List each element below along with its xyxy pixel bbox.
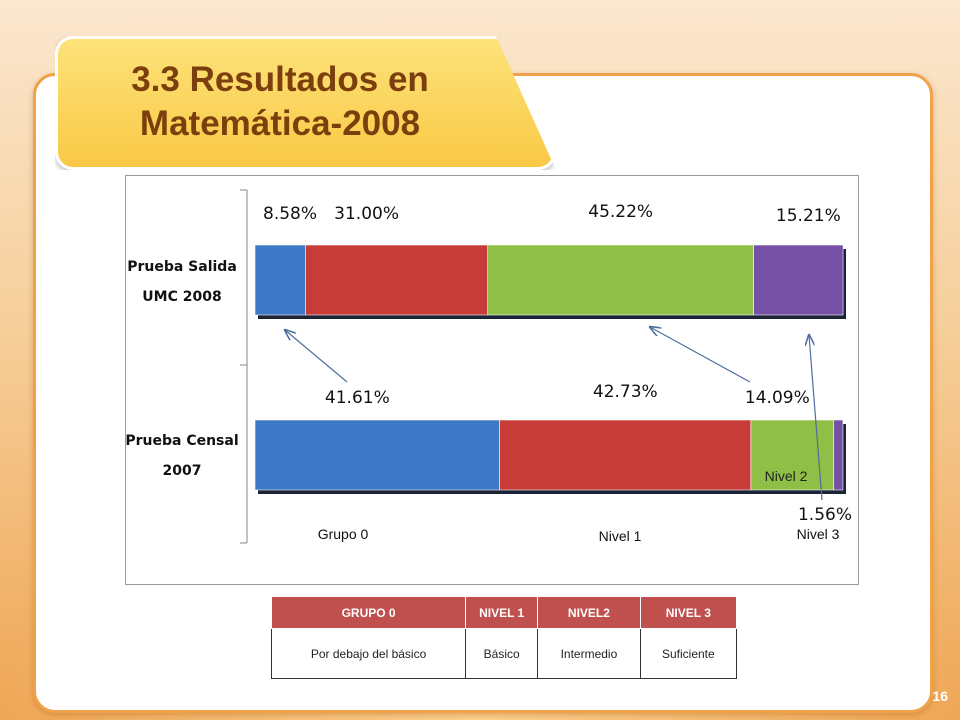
page-number: 16 bbox=[932, 688, 948, 704]
data-label-nivel-2-prueba-salida-umc-2008: 45.22% bbox=[588, 202, 653, 222]
title-tab bbox=[55, 36, 556, 170]
bar-nivel-2-prueba-salida-umc-2008 bbox=[487, 244, 754, 316]
category-label-prueba-censal-2007: 2007 bbox=[163, 463, 202, 479]
series-label-nivel-3: Nivel 3 bbox=[797, 526, 840, 542]
cell-nivel3-desc: Suficiente bbox=[639, 628, 738, 679]
data-label-nivel-1-prueba-censal-2007: 42.73% bbox=[593, 382, 658, 402]
data-label-grupo-0-prueba-salida-umc-2008: 8.58% bbox=[263, 204, 317, 224]
series-label-nivel-1: Nivel 1 bbox=[599, 528, 642, 544]
header-nivel3: NIVEL 3 bbox=[639, 596, 738, 629]
levels-table-header-row: GRUPO 0 NIVEL 1 NIVEL2 NIVEL 3 bbox=[270, 596, 738, 629]
cell-nivel1-desc: Básico bbox=[465, 628, 539, 679]
stacked-bar-chart: Prueba Salida UMC 2008 Prueba Censal 2007 8.… bbox=[125, 189, 852, 544]
cell-grupo0-desc: Por debajo del básico bbox=[270, 628, 467, 679]
category-label-prueba-salida-umc-2008: Prueba Salida bbox=[127, 259, 237, 275]
bar-grupo-0-prueba-salida-umc-2008 bbox=[254, 244, 306, 316]
header-nivel2: NIVEL2 bbox=[537, 596, 641, 629]
data-label-nivel-2-prueba-censal-2007: 14.09% bbox=[745, 388, 810, 408]
data-label-nivel-1-prueba-salida-umc-2008: 31.00% bbox=[334, 204, 399, 224]
bar-nivel-1-prueba-censal-2007 bbox=[499, 419, 752, 491]
bar-nivel-3-prueba-censal-2007 bbox=[833, 419, 844, 491]
series-label-grupo-0: Grupo 0 bbox=[318, 526, 369, 542]
cell-nivel2-desc: Intermedio bbox=[537, 628, 641, 679]
series-label-nivel-2: Nivel 2 bbox=[765, 468, 808, 484]
bar-nivel-3-prueba-salida-umc-2008 bbox=[753, 244, 844, 316]
arrow-grupo-0 bbox=[285, 330, 348, 383]
bar-grupo-0-prueba-censal-2007 bbox=[254, 419, 500, 491]
levels-table: GRUPO 0 NIVEL 1 NIVEL2 NIVEL 3 Por debaj… bbox=[270, 596, 738, 679]
header-nivel1: NIVEL 1 bbox=[465, 596, 539, 629]
bar-nivel-1-prueba-salida-umc-2008 bbox=[305, 244, 489, 316]
table-row: Por debajo del básico Básico Intermedio … bbox=[270, 628, 738, 679]
category-label-prueba-salida-umc-2008: UMC 2008 bbox=[142, 289, 221, 305]
arrow-nivel-3 bbox=[809, 335, 823, 501]
slide-title-line-1: 3.3 Resultados en bbox=[131, 60, 429, 99]
header-grupo0: GRUPO 0 bbox=[270, 596, 467, 629]
slide-title-line-2: Matemática-2008 bbox=[139, 104, 421, 143]
data-label-nivel-3-prueba-censal-2007: 1.56% bbox=[798, 505, 852, 525]
category-label-prueba-censal-2007: Prueba Censal bbox=[125, 433, 238, 449]
data-label-grupo-0-prueba-censal-2007: 41.61% bbox=[325, 388, 390, 408]
data-label-nivel-3-prueba-salida-umc-2008: 15.21% bbox=[776, 206, 841, 226]
arrow-nivel-2 bbox=[650, 327, 751, 383]
slide-title: 3.3 Resultados en Matemática-2008 bbox=[70, 58, 490, 146]
